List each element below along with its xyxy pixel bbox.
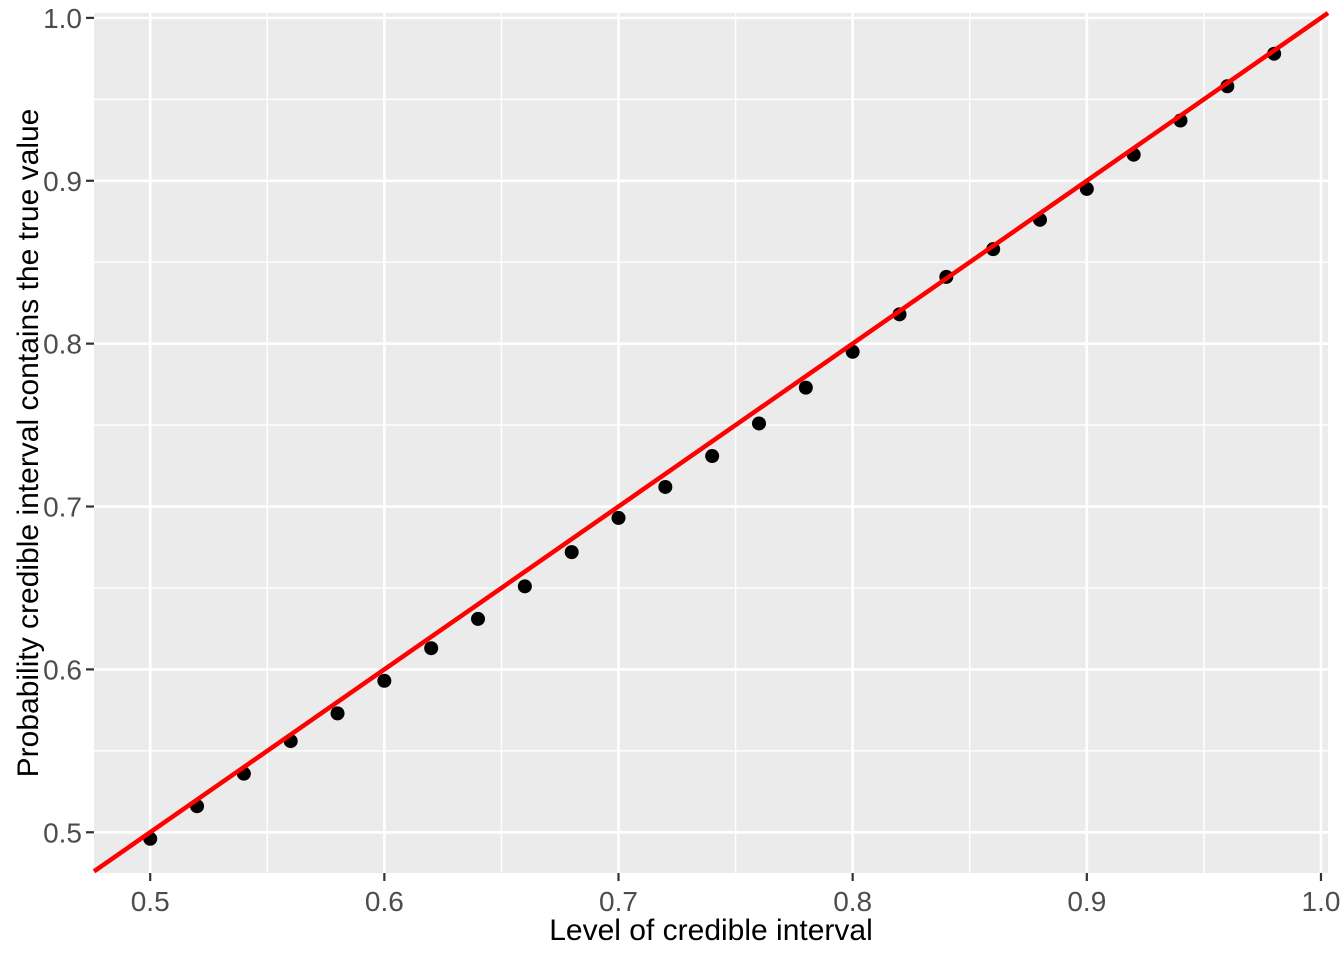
y-tick-label: 0.7	[43, 492, 82, 523]
x-tick-label: 0.5	[131, 886, 170, 917]
axes: 0.5 0.6 0.7 0.8 0.9 1.0 0.5 0.6 0.7 0.8 0.9 1.0	[43, 3, 1340, 917]
x-tick-label: 1.0	[1302, 886, 1341, 917]
y-tick-label: 0.6	[43, 654, 82, 685]
data-point	[705, 449, 720, 464]
y-tick-label: 0.8	[43, 329, 82, 360]
data-point	[564, 545, 579, 560]
y-tick-label: 0.9	[43, 166, 82, 197]
y-axis-title: Probability credible interval contains t…	[12, 109, 45, 778]
x-tick-label: 0.6	[365, 886, 404, 917]
data-point	[658, 479, 673, 494]
data-point	[330, 706, 345, 721]
data-point	[611, 510, 626, 525]
x-tick-label: 0.7	[599, 886, 638, 917]
plot-panel	[92, 11, 1330, 874]
x-axis-title: Level of credible interval	[549, 914, 873, 947]
data-point	[752, 416, 767, 431]
x-tick-label: 0.9	[1067, 886, 1106, 917]
data-point	[471, 611, 486, 626]
data-point	[517, 579, 532, 594]
data-point	[798, 380, 813, 395]
y-tick-label: 1.0	[43, 3, 82, 34]
data-point	[377, 673, 392, 688]
x-tick-label: 0.8	[833, 886, 872, 917]
y-tick-label: 0.5	[43, 817, 82, 848]
identity-line	[92, 11, 1330, 874]
data-point	[424, 641, 439, 656]
